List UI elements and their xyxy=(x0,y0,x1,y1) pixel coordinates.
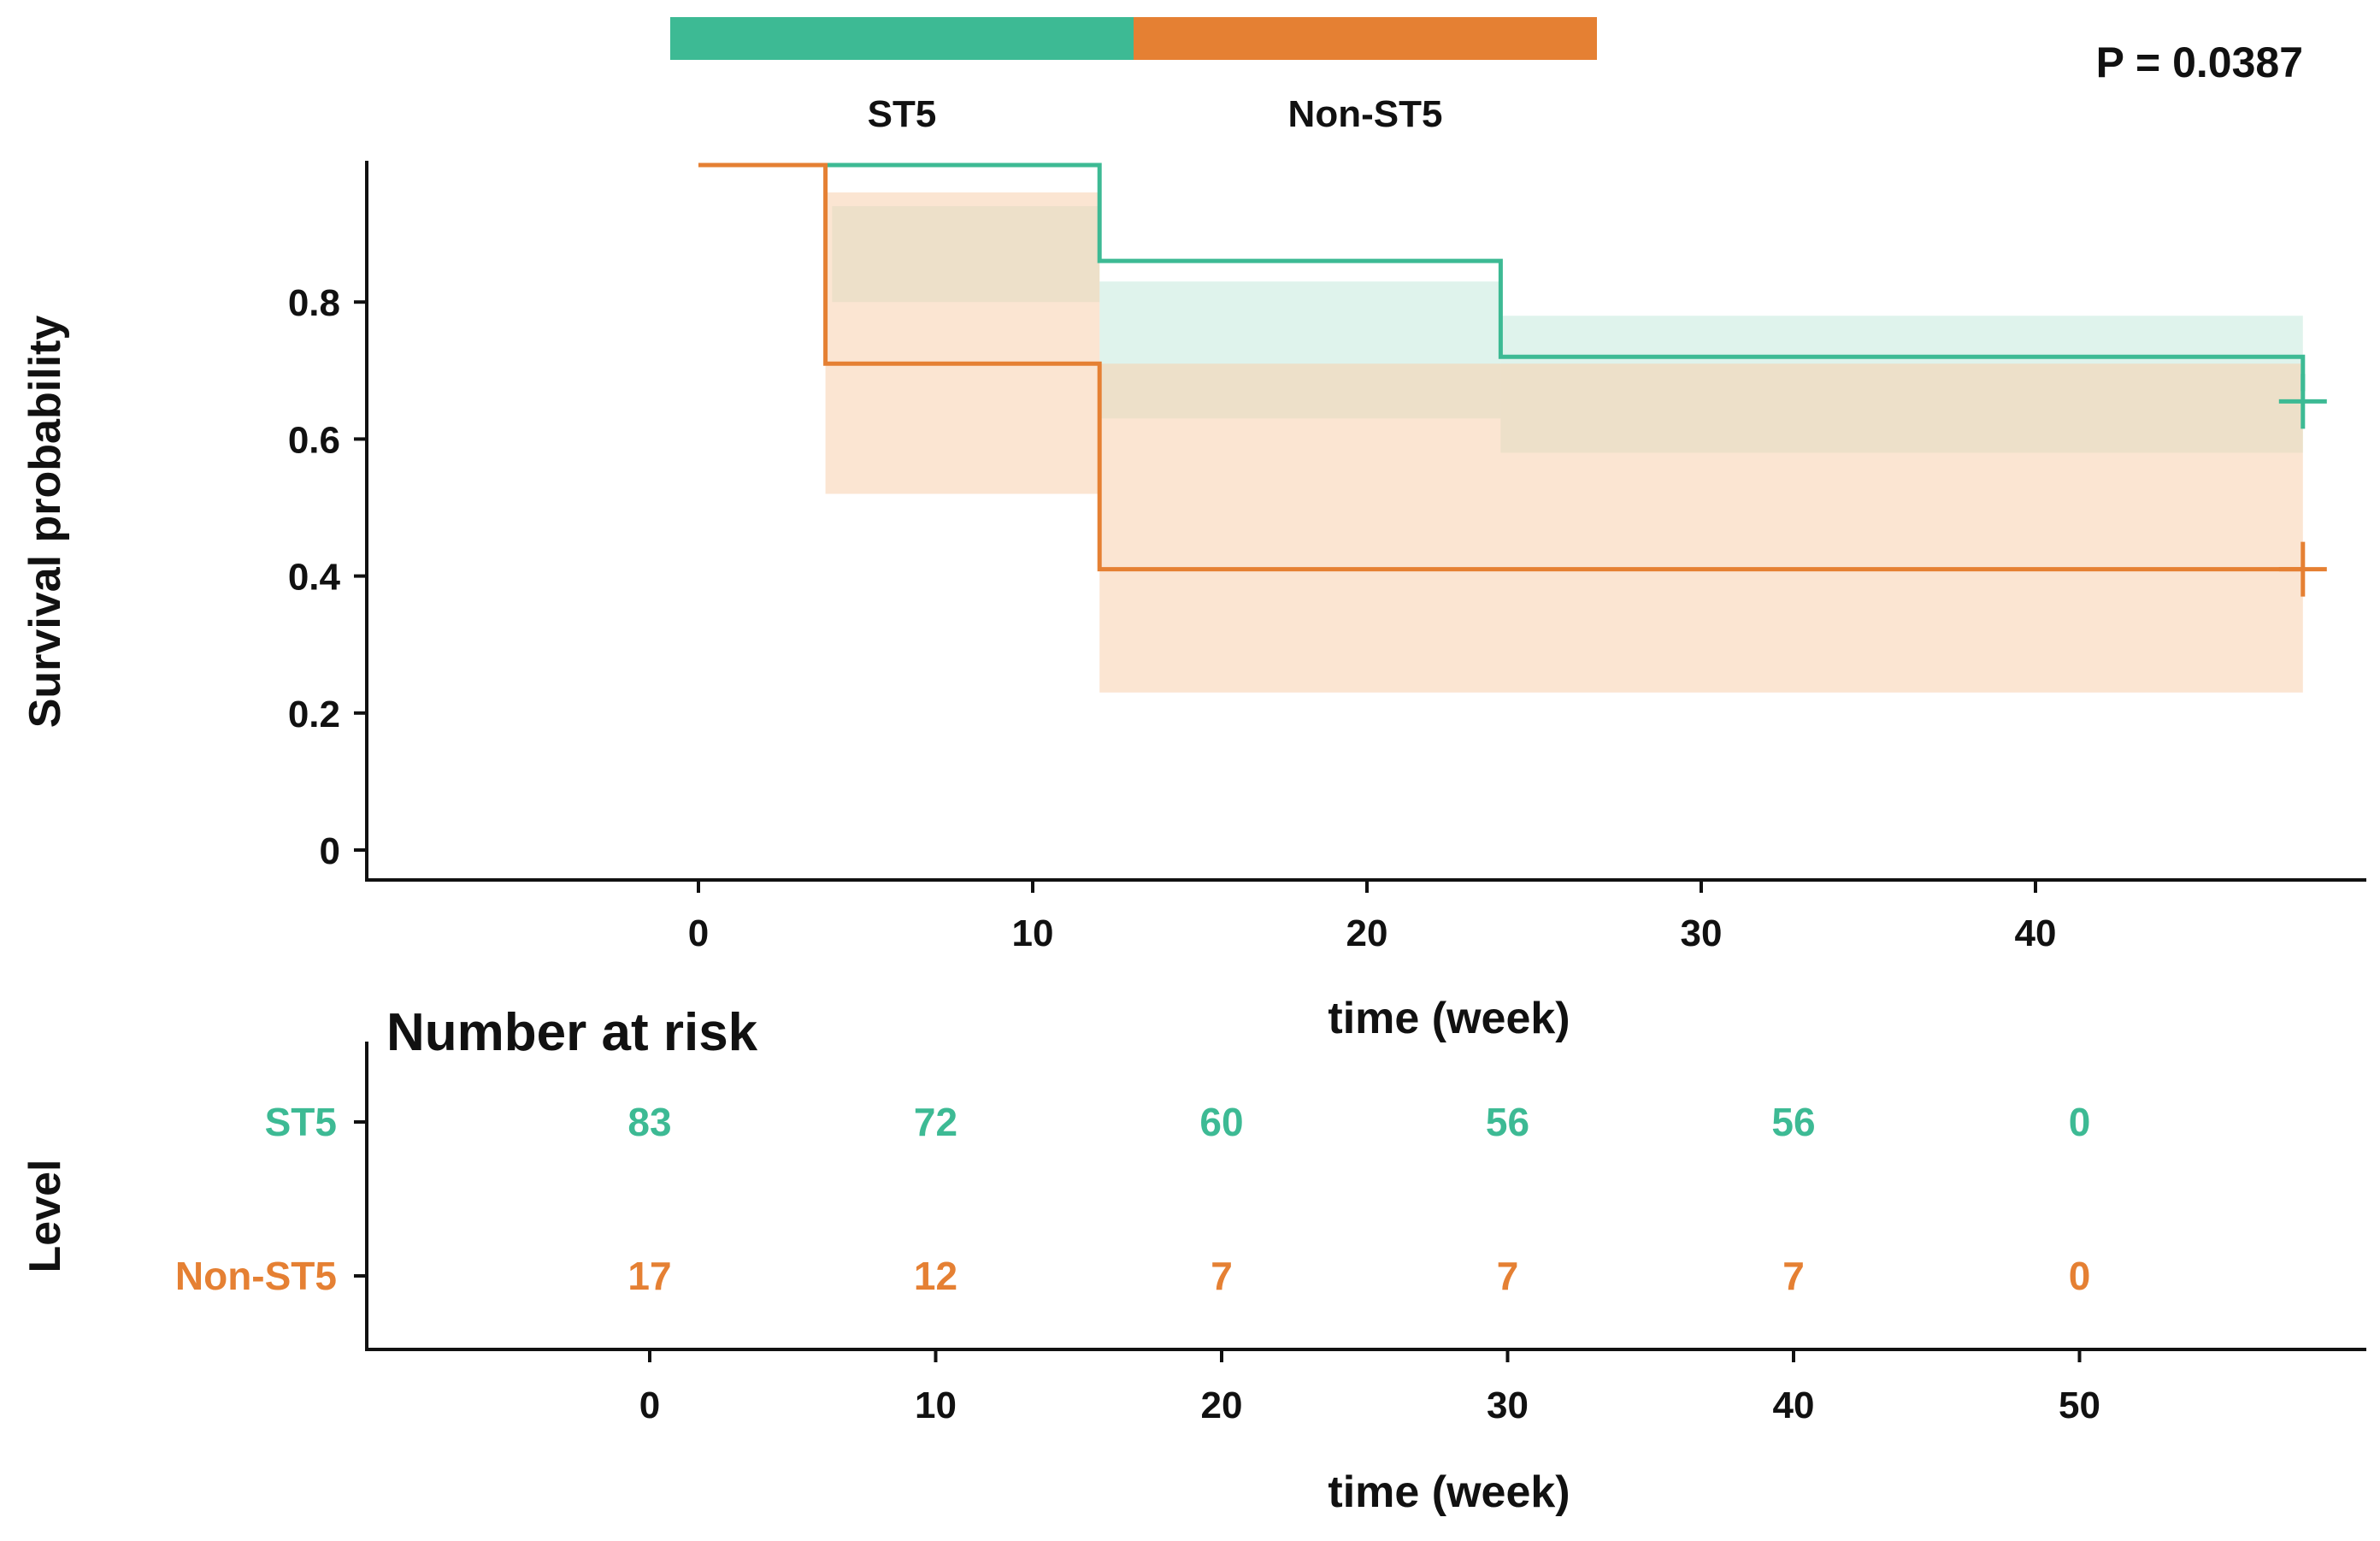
x-tick-label: 10 xyxy=(1012,912,1054,954)
x-tick-label: 30 xyxy=(1681,912,1723,954)
risk-count-st5-50: 0 xyxy=(2069,1100,2091,1144)
risk-x-tick-label: 30 xyxy=(1487,1385,1529,1426)
y-tick-label: 0.2 xyxy=(288,694,340,735)
risk-table: Number at risk ST5 83 72 60 56 56 0 Non-ST5 17 12… xyxy=(21,1003,2366,1517)
y-tick-label: 0.4 xyxy=(288,557,341,599)
survival-curve-non-st5 xyxy=(698,162,2303,572)
x-tick-label: 20 xyxy=(1346,912,1388,954)
risk-count-non-st5-20: 7 xyxy=(1211,1254,1233,1298)
y-tick-label: 0.6 xyxy=(288,419,340,461)
survival-plot: 0 0.2 0.4 0.6 0.8 0 10 20 30 40 Survival probabi… xyxy=(21,161,2366,1043)
risk-row-label-st5: ST5 xyxy=(265,1100,337,1144)
x-axis-ticks: 0 10 20 30 40 xyxy=(688,880,2057,954)
censor-mark-st5-0 xyxy=(2278,374,2327,429)
risk-count-non-st5-50: 0 xyxy=(2069,1254,2091,1298)
risk-x-tick-label: 20 xyxy=(1201,1385,1243,1426)
p-value-label: P = 0.0387 xyxy=(2096,38,2303,86)
risk-count-st5-10: 72 xyxy=(914,1100,957,1144)
ci-band-non-st5-1 xyxy=(1099,363,2303,693)
y-tick-label: 0 xyxy=(320,830,340,872)
y-tick-label: 0.8 xyxy=(288,282,340,324)
ci-band-non-st5-0 xyxy=(825,192,1100,494)
risk-x-axis-ticks: 0 10 20 30 40 50 xyxy=(639,1349,2100,1426)
legend-swatch-st5 xyxy=(670,17,1134,60)
risk-count-st5-40: 56 xyxy=(1771,1100,1815,1144)
legend-label-st5: ST5 xyxy=(868,93,937,135)
risk-x-axis-title: time (week) xyxy=(1328,1467,1570,1517)
confidence-bands xyxy=(825,192,2303,693)
x-tick-label: 0 xyxy=(688,912,709,954)
risk-count-non-st5-0: 17 xyxy=(627,1254,671,1298)
risk-y-axis-title: Level xyxy=(21,1160,70,1273)
risk-x-tick-label: 0 xyxy=(639,1385,660,1426)
legend: ST5 Non-ST5 xyxy=(670,17,1597,135)
risk-row-label-non-st5: Non-ST5 xyxy=(175,1254,337,1298)
risk-table-rows: ST5 83 72 60 56 56 0 Non-ST5 17 12 7 7 7 0 xyxy=(175,1100,2090,1298)
risk-count-st5-20: 60 xyxy=(1199,1100,1243,1144)
risk-count-non-st5-30: 7 xyxy=(1497,1254,1519,1298)
risk-count-st5-0: 83 xyxy=(627,1100,671,1144)
y-axis-title: Survival probability xyxy=(21,316,70,729)
survival-curve-st5 xyxy=(698,162,2306,392)
censor-mark-non-st5-0 xyxy=(2278,541,2327,597)
x-tick-label: 40 xyxy=(2015,912,2057,954)
survival-curves xyxy=(698,162,2306,572)
legend-swatch-non-st5 xyxy=(1134,17,1597,60)
risk-count-non-st5-10: 12 xyxy=(914,1254,957,1298)
risk-x-tick-label: 40 xyxy=(1773,1385,1815,1426)
y-axis-ticks: 0 0.2 0.4 0.6 0.8 xyxy=(288,282,367,872)
risk-count-non-st5-40: 7 xyxy=(1782,1254,1805,1298)
risk-x-tick-label: 10 xyxy=(915,1385,957,1426)
risk-count-st5-30: 56 xyxy=(1486,1100,1529,1144)
censor-marks xyxy=(2278,374,2327,597)
x-axis-title: time (week) xyxy=(1328,994,1570,1043)
legend-label-non-st5: Non-ST5 xyxy=(1288,93,1443,135)
risk-x-tick-label: 50 xyxy=(2059,1385,2100,1426)
risk-table-title: Number at risk xyxy=(386,1003,758,1062)
